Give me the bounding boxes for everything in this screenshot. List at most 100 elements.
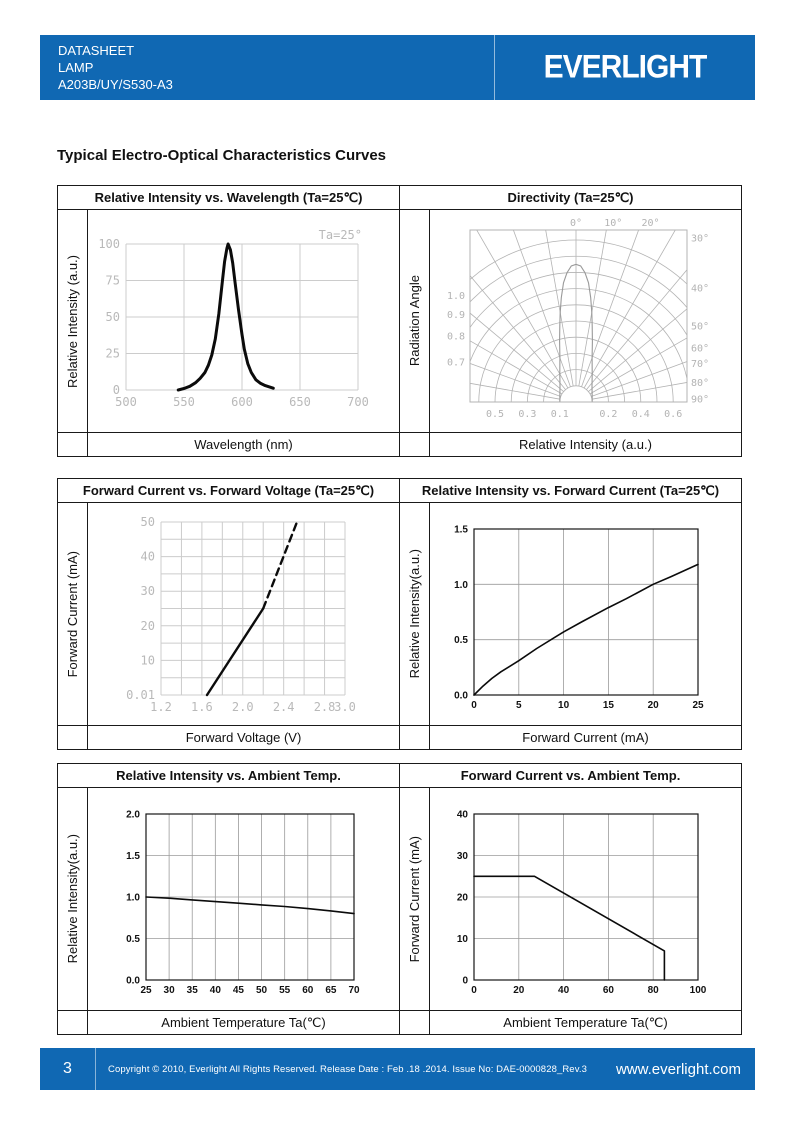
chart-table-row-3: Relative Intensity vs. Ambient Temp. For… bbox=[56, 763, 743, 1035]
intensity-vs-current-chart: 0 5 10 15 20 25 0.0 0.5 1.0 1.5 bbox=[454, 525, 704, 712]
svg-text:1.2: 1.2 bbox=[150, 700, 172, 714]
y-axis-label-cell: Relative Intensity (a.u.) bbox=[57, 209, 88, 433]
current-vs-temperature-chart: 0 20 40 60 80 100 0 10 20 30 40 bbox=[457, 810, 707, 997]
svg-text:500: 500 bbox=[115, 395, 137, 409]
svg-text:30: 30 bbox=[457, 851, 469, 862]
svg-text:40: 40 bbox=[457, 810, 469, 821]
y-axis-label-cell: Forward Current (mA) bbox=[399, 787, 431, 1011]
svg-text:650: 650 bbox=[289, 395, 311, 409]
part-number-label: A203B/UY/S530-A3 bbox=[58, 77, 173, 92]
svg-text:0°: 0° bbox=[570, 218, 582, 229]
svg-text:0.5: 0.5 bbox=[126, 934, 140, 945]
corner-cell bbox=[399, 1010, 431, 1035]
intensity-vs-temperature-chart: 25 30 35 40 45 50 55 60 65 70 0.0 0.5 1.0 1.5 2.0 bbox=[126, 810, 360, 997]
svg-text:45: 45 bbox=[233, 985, 245, 996]
header-logo-area: EVERLIGHT bbox=[495, 35, 755, 100]
if-ta-chart-cell: 0 20 40 60 80 100 0 10 20 30 40 bbox=[429, 787, 743, 1011]
svg-text:25: 25 bbox=[692, 700, 704, 711]
header-text-block: DATASHEET LAMP A203B/UY/S530-A3 bbox=[40, 35, 495, 100]
y-axis-label: Relative Intensity (a.u.) bbox=[64, 254, 80, 388]
svg-text:0: 0 bbox=[113, 383, 120, 397]
directivity-polar-chart: 0° 10° 20° 30° 40° 50° 60° 70° 80° 90° 1.0 0.9 0.8 0.… bbox=[447, 218, 709, 420]
svg-text:20: 20 bbox=[513, 985, 525, 996]
svg-text:60: 60 bbox=[603, 985, 615, 996]
svg-text:90°: 90° bbox=[691, 394, 709, 405]
svg-text:70°: 70° bbox=[691, 359, 709, 370]
svg-text:1.6: 1.6 bbox=[191, 700, 213, 714]
ri-if-chart-cell: 0 5 10 15 20 25 0.0 0.5 1.0 1.5 bbox=[428, 502, 743, 726]
svg-text:30: 30 bbox=[141, 584, 155, 598]
chart-table-row-1: Relative Intensity vs. Wavelength (Ta=25… bbox=[56, 185, 743, 457]
svg-text:35: 35 bbox=[187, 985, 199, 996]
svg-text:20: 20 bbox=[141, 619, 155, 633]
svg-text:20: 20 bbox=[457, 893, 469, 904]
svg-text:0: 0 bbox=[471, 700, 477, 711]
svg-text:700: 700 bbox=[347, 395, 369, 409]
svg-text:75: 75 bbox=[106, 274, 120, 288]
y-axis-label-cell: Relative Intensity(a.u.) bbox=[57, 787, 88, 1011]
svg-text:30°: 30° bbox=[691, 234, 709, 245]
chart-table-row-2: Forward Current vs. Forward Voltage (Ta=… bbox=[57, 478, 743, 750]
svg-text:100: 100 bbox=[690, 985, 707, 996]
svg-text:0.3: 0.3 bbox=[518, 409, 536, 420]
chart-title-if-vf: Forward Current vs. Forward Voltage (Ta=… bbox=[57, 478, 400, 503]
svg-text:20: 20 bbox=[648, 700, 660, 711]
x-axis-label: Relative Intensity (a.u.) bbox=[429, 432, 743, 457]
svg-text:0.7: 0.7 bbox=[447, 357, 465, 368]
forward-current-voltage-chart: 1.2 1.6 2.0 2.4 2.83.0 0.01 10 20 30 40 50 bbox=[126, 515, 356, 714]
website-link[interactable]: www.everlight.com bbox=[615, 1060, 741, 1078]
svg-text:100: 100 bbox=[98, 237, 120, 251]
y-axis-label: Relative Intensity(a.u.) bbox=[64, 834, 80, 964]
footer-bar: 3 Copyright © 2010, Everlight All Rights… bbox=[40, 1048, 755, 1090]
svg-text:0.1: 0.1 bbox=[551, 409, 569, 420]
header-bar: DATASHEET LAMP A203B/UY/S530-A3 EVERLIGH… bbox=[40, 35, 755, 100]
svg-text:0.0: 0.0 bbox=[454, 691, 468, 702]
svg-text:20°: 20° bbox=[642, 218, 660, 229]
svg-text:0.5: 0.5 bbox=[454, 635, 468, 646]
svg-text:0.9: 0.9 bbox=[447, 310, 465, 321]
svg-text:2.0: 2.0 bbox=[232, 700, 254, 714]
directivity-chart-cell: 0° 10° 20° 30° 40° 50° 60° 70° 80° 90° 1.0 0.9 0.8 0.… bbox=[429, 209, 743, 433]
svg-text:65: 65 bbox=[325, 985, 337, 996]
svg-text:15: 15 bbox=[603, 700, 615, 711]
everlight-logo: EVERLIGHT bbox=[543, 49, 708, 85]
spectrum-chart-cell: 500 550 600 650 700 0 25 50 75 100 Ta=25° bbox=[86, 209, 401, 433]
svg-text:0.5: 0.5 bbox=[486, 409, 504, 420]
svg-text:50: 50 bbox=[106, 310, 120, 324]
x-axis-label: Forward Current (mA) bbox=[428, 725, 743, 750]
if-vf-chart-cell: 1.2 1.6 2.0 2.4 2.8 3.0 0.01 10 20 30 40 50 bbox=[87, 502, 400, 726]
y-axis-label: Forward Current (mA) bbox=[406, 835, 422, 963]
y-axis-label: Relative Intensity(a.u.) bbox=[406, 549, 422, 679]
chart-title-if-ta: Forward Current vs. Ambient Temp. bbox=[399, 763, 743, 788]
svg-text:10°: 10° bbox=[604, 218, 622, 229]
svg-text:550: 550 bbox=[173, 395, 195, 409]
svg-text:30: 30 bbox=[164, 985, 176, 996]
ri-ta-chart-cell: 25 30 35 40 45 50 55 60 65 70 0.0 0.5 1.0 1.5 2.0 bbox=[86, 787, 401, 1011]
corner-cell bbox=[399, 725, 430, 750]
spectrum-chart: 500 550 600 650 700 0 25 50 75 100 Ta=25° bbox=[98, 228, 369, 409]
x-axis-label: Wavelength (nm) bbox=[86, 432, 401, 457]
svg-text:0.4: 0.4 bbox=[632, 409, 650, 420]
svg-text:0.01: 0.01 bbox=[126, 688, 155, 702]
corner-cell bbox=[57, 1010, 88, 1035]
x-axis-label: Ambient Temperature Ta(℃) bbox=[86, 1010, 401, 1035]
svg-text:40: 40 bbox=[210, 985, 222, 996]
page-title: Typical Electro-Optical Characteristics … bbox=[57, 147, 387, 164]
svg-text:10: 10 bbox=[558, 700, 570, 711]
y-axis-label: Radiation Angle bbox=[406, 275, 422, 367]
svg-text:0: 0 bbox=[471, 985, 477, 996]
chart-title-ri-if: Relative Intensity vs. Forward Current (… bbox=[398, 478, 743, 503]
y-axis-label: Forward Current (mA) bbox=[64, 550, 80, 678]
svg-text:10: 10 bbox=[457, 934, 469, 945]
svg-text:50: 50 bbox=[256, 985, 268, 996]
svg-text:2.4: 2.4 bbox=[273, 700, 295, 714]
svg-text:25: 25 bbox=[140, 985, 152, 996]
svg-text:40°: 40° bbox=[691, 283, 709, 294]
x-axis-label: Forward Voltage (V) bbox=[87, 725, 400, 750]
chart-title-spectrum: Relative Intensity vs. Wavelength (Ta=25… bbox=[56, 185, 401, 210]
copyright-text: Copyright © 2010, Everlight All Rights R… bbox=[108, 1063, 587, 1075]
svg-text:1.5: 1.5 bbox=[126, 851, 140, 862]
svg-text:0.2: 0.2 bbox=[599, 409, 617, 420]
doc-category-label: LAMP bbox=[58, 60, 94, 75]
